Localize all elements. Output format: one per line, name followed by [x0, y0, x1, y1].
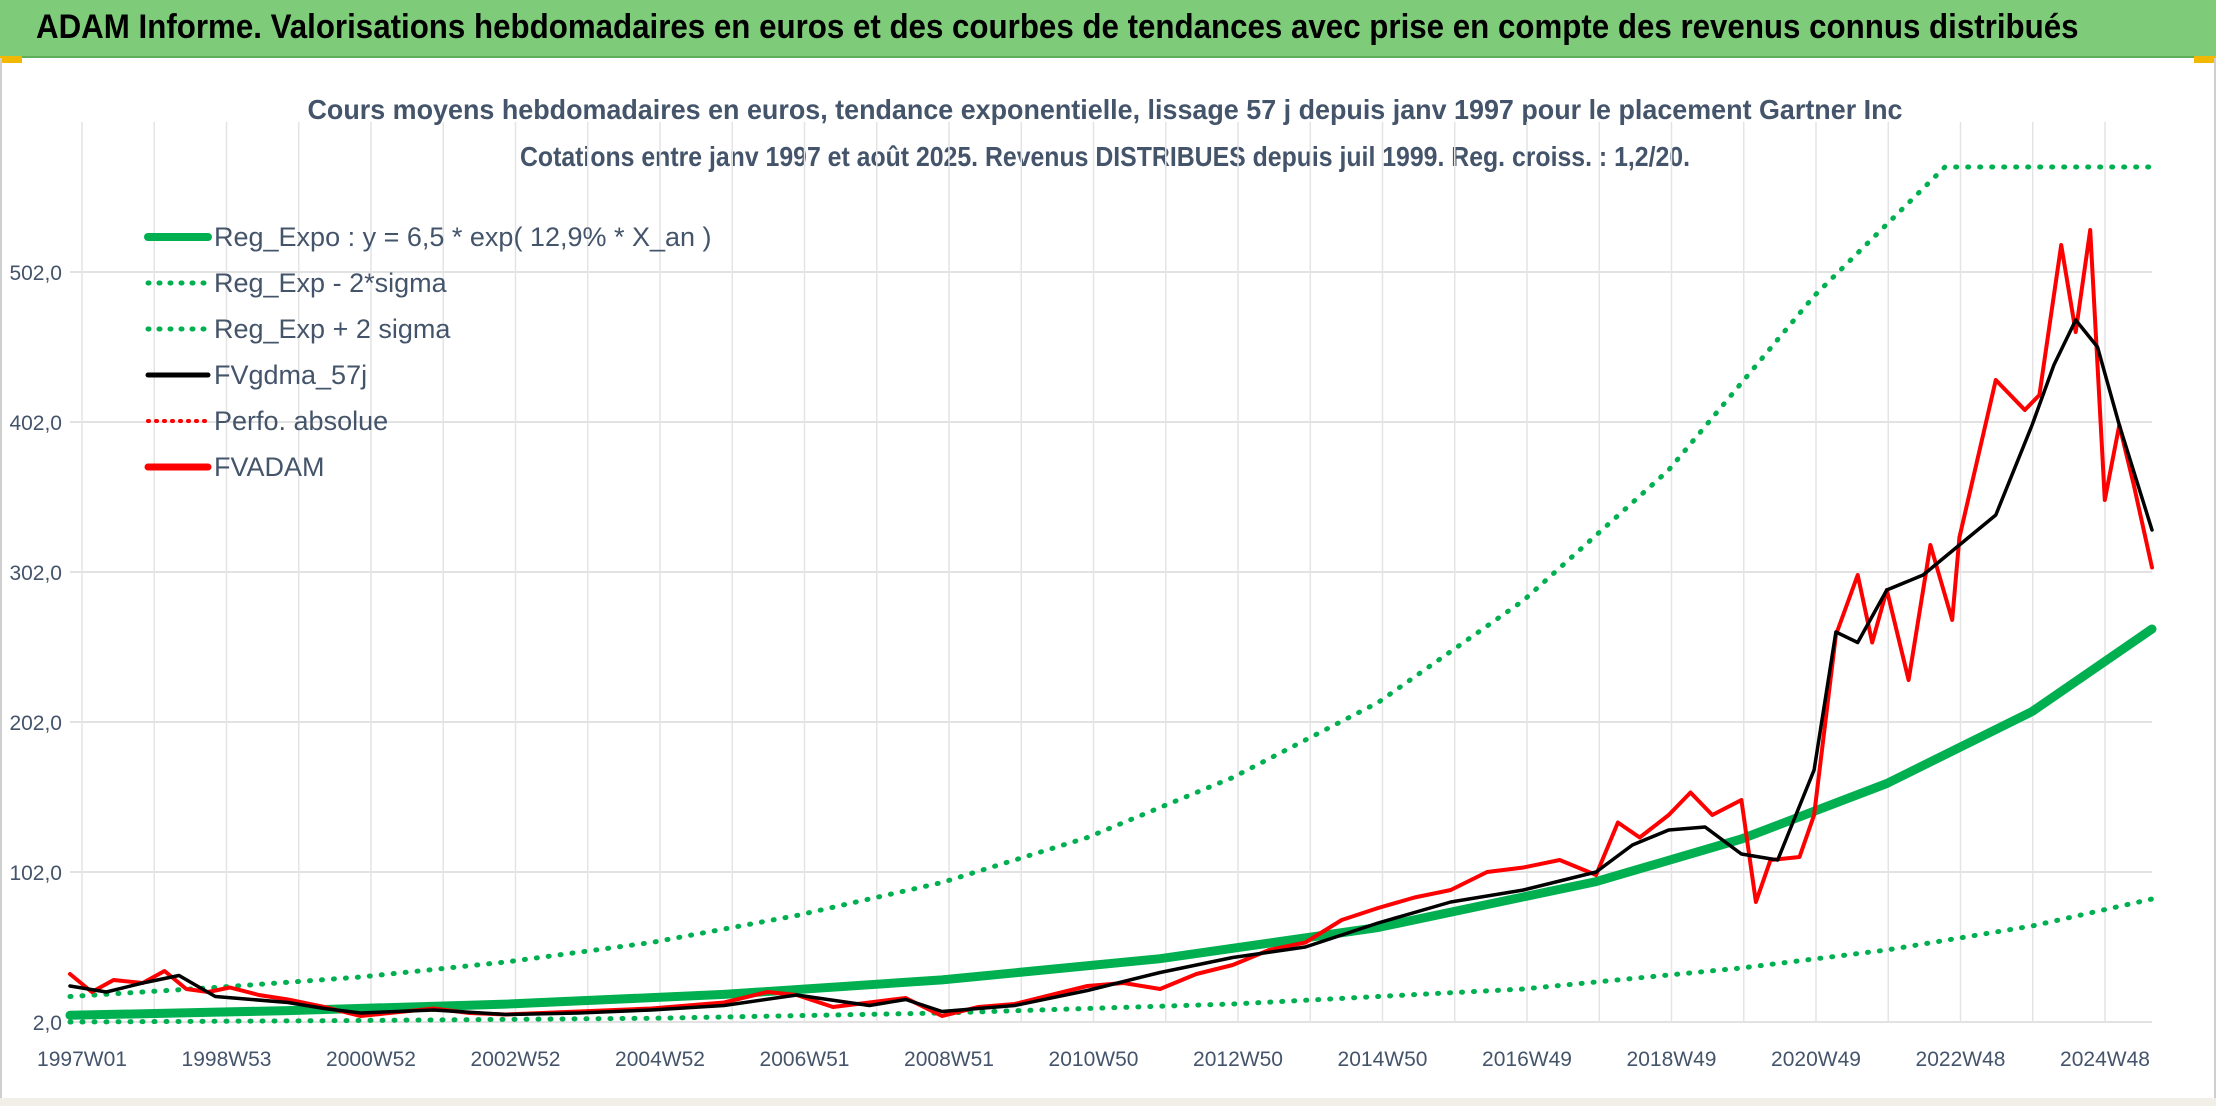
- chart-title-line2: Cotations entre janv 1997 et août 2025. …: [520, 141, 1690, 172]
- reg-expo-line: [65, 624, 2157, 1020]
- y-tick-label: 102,0: [9, 862, 62, 885]
- x-tick-label: 2018W49: [1627, 1048, 1717, 1071]
- corner-accent-right: [2194, 56, 2216, 63]
- x-tick-label: 2012W50: [1193, 1048, 1283, 1071]
- x-tick-label: 2008W51: [904, 1048, 994, 1071]
- fvadam-line: [68, 228, 2154, 1018]
- x-tick-label: 2010W50: [1049, 1048, 1139, 1071]
- fvgdma-57j-line: [68, 318, 2154, 1017]
- y-axis: 2,0 102,0 202,0 302,0 402,0 502,0: [9, 262, 62, 1035]
- legend-label: Reg_Expo : y = 6,5 * exp( 12,9% * X_an ): [214, 222, 712, 252]
- x-tick-label: 2020W49: [1771, 1048, 1861, 1071]
- legend-label: FVADAM: [214, 452, 325, 482]
- corner-accent-left: [0, 56, 22, 63]
- x-tick-label: 1998W53: [182, 1048, 272, 1071]
- y-tick-label: 402,0: [9, 412, 62, 435]
- y-tick-label: 502,0: [9, 262, 62, 285]
- y-tick-label: 202,0: [9, 712, 62, 735]
- x-tick-label: 2002W52: [471, 1048, 561, 1071]
- legend: Reg_Expo : y = 6,5 * exp( 12,9% * X_an )…: [144, 222, 712, 482]
- bottom-strip: [0, 1098, 2216, 1106]
- reg-exp-plus-2sigma-line: [67, 164, 2155, 999]
- x-tick-label: 2004W52: [615, 1048, 705, 1071]
- legend-label: Perfo. absolue: [214, 406, 388, 436]
- x-tick-label: 2016W49: [1482, 1048, 1572, 1071]
- x-axis: 1997W01 1998W53 2000W52 2002W52 2004W52 2006W…: [37, 1048, 2150, 1071]
- grid-lines: [70, 122, 2152, 1023]
- legend-label: Reg_Exp + 2 sigma: [214, 314, 451, 344]
- page-title: ADAM Informe. Valorisations hebdomadaire…: [36, 8, 2079, 46]
- x-tick-label: 2022W48: [1916, 1048, 2006, 1071]
- legend-label: FVgdma_57j: [214, 360, 367, 390]
- x-tick-label: 1997W01: [37, 1048, 127, 1071]
- y-tick-label: 302,0: [9, 562, 62, 585]
- x-tick-label: 2014W50: [1338, 1048, 1428, 1071]
- x-tick-label: 2006W51: [760, 1048, 850, 1071]
- x-tick-label: 2024W48: [2060, 1048, 2150, 1071]
- x-tick-label: 2000W52: [326, 1048, 416, 1071]
- plot-area: [65, 164, 2157, 1025]
- reg-exp-minus-2sigma-line: [67, 896, 2155, 1025]
- y-tick-label: 2,0: [33, 1012, 62, 1035]
- chart-title-line1: Cours moyens hebdomadaires en euros, ten…: [308, 94, 1903, 125]
- header-banner: ADAM Informe. Valorisations hebdomadaire…: [0, 0, 2216, 58]
- legend-label: Reg_Exp - 2*sigma: [214, 268, 448, 298]
